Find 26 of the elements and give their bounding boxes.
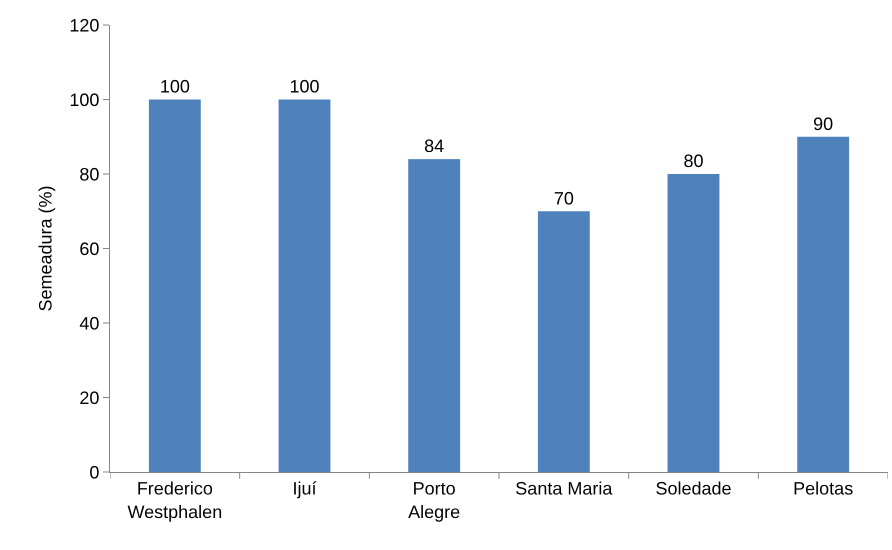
x-tick-label: Soledade	[655, 478, 732, 499]
bar	[668, 174, 720, 472]
y-tick-label: 40	[79, 313, 100, 334]
x-tick-label: Frederico Westphalen	[127, 478, 222, 522]
y-tick-label: 20	[79, 388, 100, 408]
data-label: 100	[160, 76, 190, 96]
y-tick-label: 80	[79, 164, 100, 184]
x-tick-label: Pelotas	[793, 478, 854, 499]
y-tick-label: 60	[79, 238, 100, 259]
x-tick-label: Porto Alegre	[408, 478, 460, 522]
x-tick-label: Ijuí	[292, 478, 317, 499]
x-tick-label: Santa Maria	[515, 478, 614, 499]
y-tick-label: 0	[89, 462, 100, 482]
data-label: 80	[683, 151, 704, 171]
data-label: 84	[424, 136, 444, 156]
data-label: 90	[813, 114, 834, 134]
y-tick-label: 120	[69, 15, 100, 36]
bar	[278, 100, 330, 472]
bar	[148, 100, 201, 472]
data-label: 70	[554, 188, 574, 208]
bar	[538, 211, 590, 472]
y-tick-label: 100	[69, 90, 100, 110]
y-axis-title: Semeadura (%)	[36, 185, 56, 312]
bar	[408, 159, 460, 472]
bar	[797, 136, 850, 472]
data-label: 100	[289, 76, 320, 96]
